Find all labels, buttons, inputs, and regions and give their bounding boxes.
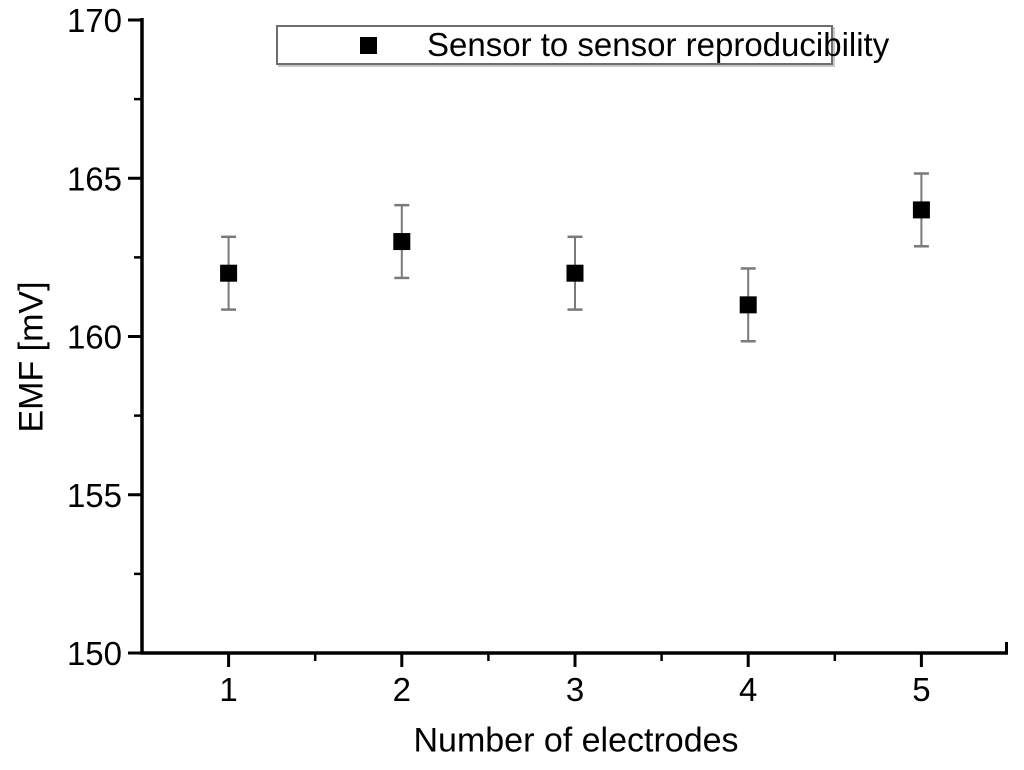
x-tick-label: 3 xyxy=(566,671,584,708)
data-point-marker xyxy=(566,264,584,282)
y-tick-label: 150 xyxy=(67,635,122,672)
data-point-marker xyxy=(393,233,411,251)
legend: Sensor to sensor reproducibility xyxy=(276,25,889,65)
x-tick-label: 2 xyxy=(393,671,411,708)
data-point-marker xyxy=(912,201,930,219)
axis-spines xyxy=(140,18,1008,655)
x-axis-title: Number of electrodes xyxy=(413,721,739,760)
y-tick-label: 155 xyxy=(67,477,122,514)
legend-label: Sensor to sensor reproducibility xyxy=(427,26,890,63)
data-point-marker xyxy=(220,264,238,282)
legend-square-marker-icon xyxy=(360,36,377,54)
y-tick-label: 165 xyxy=(67,160,122,197)
data-point-marker xyxy=(739,296,757,314)
x-tick-label: 5 xyxy=(912,671,930,708)
x-tick-label: 1 xyxy=(219,671,237,708)
y-tick-label: 170 xyxy=(67,2,122,39)
y-tick-label: 160 xyxy=(67,319,122,356)
x-tick-label: 4 xyxy=(739,671,757,708)
y-axis-title: EMF [mV] xyxy=(12,281,51,433)
